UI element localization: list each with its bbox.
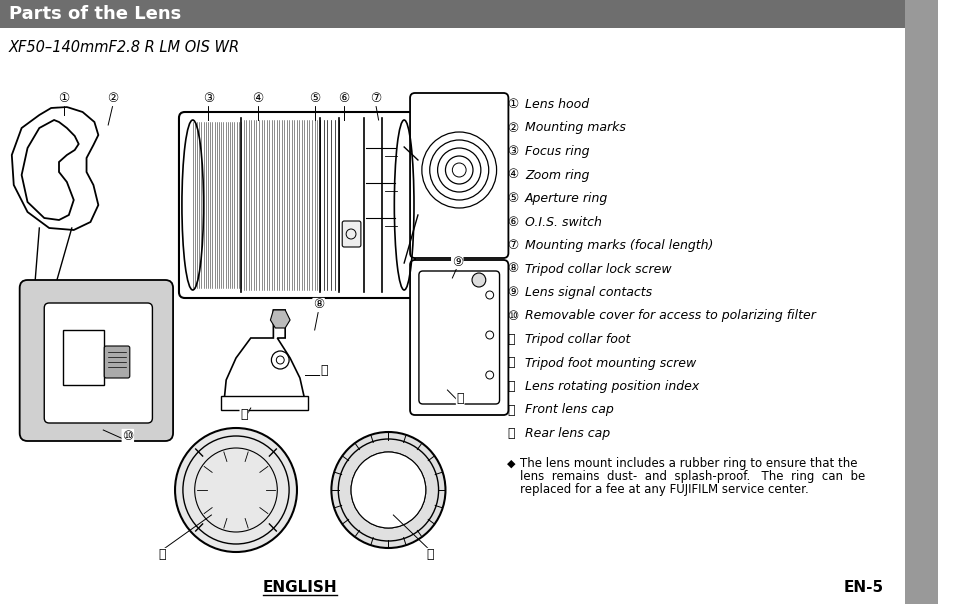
FancyBboxPatch shape xyxy=(104,346,130,378)
Text: ⑨: ⑨ xyxy=(507,286,518,299)
Text: ④: ④ xyxy=(507,169,518,181)
Text: XF50–140mmF2.8 R LM OIS WR: XF50–140mmF2.8 R LM OIS WR xyxy=(9,40,240,56)
Text: Lens rotating position index: Lens rotating position index xyxy=(524,380,699,393)
Text: ⑫: ⑫ xyxy=(320,364,328,376)
Text: ⑫: ⑫ xyxy=(507,356,515,370)
Text: Removable cover for access to polarizing filter: Removable cover for access to polarizing… xyxy=(524,309,815,323)
Text: ⑦: ⑦ xyxy=(370,92,381,106)
Text: The lens mount includes a rubber ring to ensure that the: The lens mount includes a rubber ring to… xyxy=(519,457,857,469)
Circle shape xyxy=(332,433,444,547)
Text: ⑮: ⑮ xyxy=(426,548,433,562)
Text: ⑭: ⑭ xyxy=(158,548,166,562)
Text: Focus ring: Focus ring xyxy=(524,145,589,158)
Circle shape xyxy=(472,273,485,287)
Text: ④: ④ xyxy=(252,92,263,106)
FancyBboxPatch shape xyxy=(342,221,360,247)
Text: replaced for a fee at any FUJIFILM service center.: replaced for a fee at any FUJIFILM servi… xyxy=(519,483,808,496)
Text: ①: ① xyxy=(507,98,518,111)
Text: ⑮: ⑮ xyxy=(507,427,515,440)
Text: ⑧: ⑧ xyxy=(507,263,518,275)
Text: Tripod collar lock screw: Tripod collar lock screw xyxy=(524,263,671,275)
Text: ENGLISH: ENGLISH xyxy=(262,580,336,596)
Text: Front lens cap: Front lens cap xyxy=(524,403,613,417)
Text: ③: ③ xyxy=(203,92,213,106)
FancyBboxPatch shape xyxy=(410,93,508,258)
Text: ⑪: ⑪ xyxy=(240,408,248,422)
Text: ⑤: ⑤ xyxy=(507,192,518,205)
FancyBboxPatch shape xyxy=(20,280,172,441)
Bar xyxy=(903,0,937,604)
Text: Lens hood: Lens hood xyxy=(524,98,589,111)
Text: Mounting marks: Mounting marks xyxy=(524,121,625,135)
Circle shape xyxy=(176,429,295,551)
Text: ⑨: ⑨ xyxy=(451,255,462,269)
Circle shape xyxy=(351,452,425,528)
Text: ②: ② xyxy=(108,92,118,106)
Text: ⑦: ⑦ xyxy=(507,239,518,252)
FancyBboxPatch shape xyxy=(418,271,499,404)
Text: EN-5: EN-5 xyxy=(842,580,882,596)
Text: O.I.S. switch: O.I.S. switch xyxy=(524,216,601,228)
Text: ⑭: ⑭ xyxy=(507,403,515,417)
Text: Zoom ring: Zoom ring xyxy=(524,169,589,181)
FancyBboxPatch shape xyxy=(44,303,152,423)
Text: ◆: ◆ xyxy=(507,458,516,469)
Text: ①: ① xyxy=(58,92,70,106)
Text: ②: ② xyxy=(507,121,518,135)
Text: ⑤: ⑤ xyxy=(309,92,320,106)
Text: Lens signal contacts: Lens signal contacts xyxy=(524,286,652,299)
FancyBboxPatch shape xyxy=(179,112,415,298)
Text: Aperture ring: Aperture ring xyxy=(524,192,608,205)
Text: Parts of the Lens: Parts of the Lens xyxy=(9,5,181,23)
Text: ⑩: ⑩ xyxy=(507,309,518,323)
Bar xyxy=(63,330,104,385)
Text: Tripod foot mounting screw: Tripod foot mounting screw xyxy=(524,356,696,370)
Text: ⑪: ⑪ xyxy=(507,333,515,346)
Text: lens  remains  dust-  and  splash-proof.   The  ring  can  be: lens remains dust- and splash-proof. The… xyxy=(519,470,864,483)
Text: Tripod collar foot: Tripod collar foot xyxy=(524,333,630,346)
Text: ⑬: ⑬ xyxy=(507,380,515,393)
Text: ⑥: ⑥ xyxy=(338,92,350,106)
Text: ③: ③ xyxy=(507,145,518,158)
Text: ⑬: ⑬ xyxy=(456,391,463,405)
Text: Mounting marks (focal length): Mounting marks (focal length) xyxy=(524,239,713,252)
Bar xyxy=(221,396,308,410)
Text: ⑥: ⑥ xyxy=(507,216,518,228)
Text: ⑧: ⑧ xyxy=(313,298,324,312)
FancyBboxPatch shape xyxy=(410,260,508,415)
Polygon shape xyxy=(270,310,290,328)
Text: ⑩: ⑩ xyxy=(122,429,133,443)
Bar xyxy=(0,0,903,28)
Text: Rear lens cap: Rear lens cap xyxy=(524,427,610,440)
